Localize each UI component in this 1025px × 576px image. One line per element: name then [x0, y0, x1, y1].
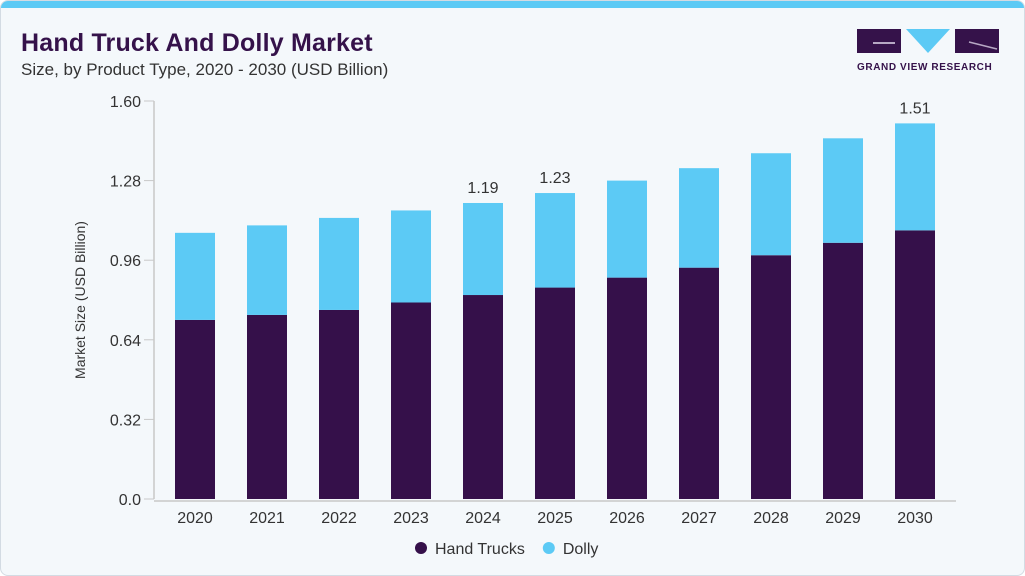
bar-dolly-2027: [679, 168, 719, 268]
bar-dolly-2028: [751, 153, 791, 256]
legend-marker-dolly: [542, 542, 555, 554]
legend-label: Dolly: [563, 541, 599, 558]
y-tick-label: 0.64: [110, 333, 141, 350]
bar-dolly-2025: [535, 193, 575, 288]
bar-hand-trucks-2028: [751, 255, 791, 499]
bar-dolly-2020: [175, 232, 215, 320]
bar-dolly-2023: [391, 210, 431, 303]
chart-title: Hand Truck And Dolly Market: [21, 29, 373, 57]
bar-hand-trucks-2027: [679, 267, 719, 499]
bar-dolly-2021: [247, 225, 287, 315]
y-tick-label: 1.28: [110, 174, 141, 191]
y-tick-label: 0.96: [110, 253, 141, 270]
x-tick-label: 2027: [681, 510, 717, 527]
bar-hand-trucks-2021: [247, 314, 287, 499]
data-label-2030: 1.51: [899, 100, 930, 117]
bar-dolly-2024: [463, 202, 503, 296]
bar-dolly-2029: [823, 138, 863, 243]
y-tick-label: 1.60: [110, 94, 141, 111]
x-tick-label: 2028: [753, 510, 789, 527]
logo-mark: [857, 29, 999, 53]
x-tick-label: 2026: [609, 510, 645, 527]
bar-hand-trucks-2029: [823, 242, 863, 499]
bar-dolly-2030: [895, 123, 935, 231]
data-label-2025: 1.23: [539, 170, 570, 187]
bar-hand-trucks-2022: [319, 309, 359, 499]
data-label-2024: 1.19: [467, 180, 498, 197]
y-tick-label: 0.32: [110, 412, 141, 429]
y-tick-label: 0.0: [119, 492, 141, 509]
grand-view-research-logo: GRAND VIEW RESEARCH: [857, 29, 999, 73]
bar-dolly-2022: [319, 217, 359, 310]
chart-subtitle: Size, by Product Type, 2020 - 2030 (USD …: [21, 60, 389, 79]
bar-hand-trucks-2023: [391, 302, 431, 499]
x-tick-label: 2023: [393, 510, 429, 527]
bar-hand-trucks-2024: [463, 295, 503, 499]
bar-dolly-2026: [607, 180, 647, 278]
bar-hand-trucks-2026: [607, 277, 647, 499]
x-tick-label: 2024: [465, 510, 501, 527]
x-tick-label: 2029: [825, 510, 861, 527]
x-tick-label: 2020: [177, 510, 213, 527]
bar-hand-trucks-2030: [895, 230, 935, 499]
logo-text: GRAND VIEW RESEARCH: [857, 62, 993, 73]
x-tick-label: 2021: [249, 510, 285, 527]
x-tick-label: 2030: [897, 510, 933, 527]
bar-hand-trucks-2020: [175, 319, 215, 499]
legend-marker-hand-trucks: [415, 542, 427, 554]
bar-hand-trucks-2025: [535, 287, 575, 499]
y-axis-label: Market Size (USD Billion): [72, 221, 88, 379]
x-tick-label: 2022: [321, 510, 357, 527]
legend-label: Hand Trucks: [435, 541, 525, 558]
x-tick-label: 2025: [537, 510, 573, 527]
accent-bar: [1, 1, 1024, 8]
